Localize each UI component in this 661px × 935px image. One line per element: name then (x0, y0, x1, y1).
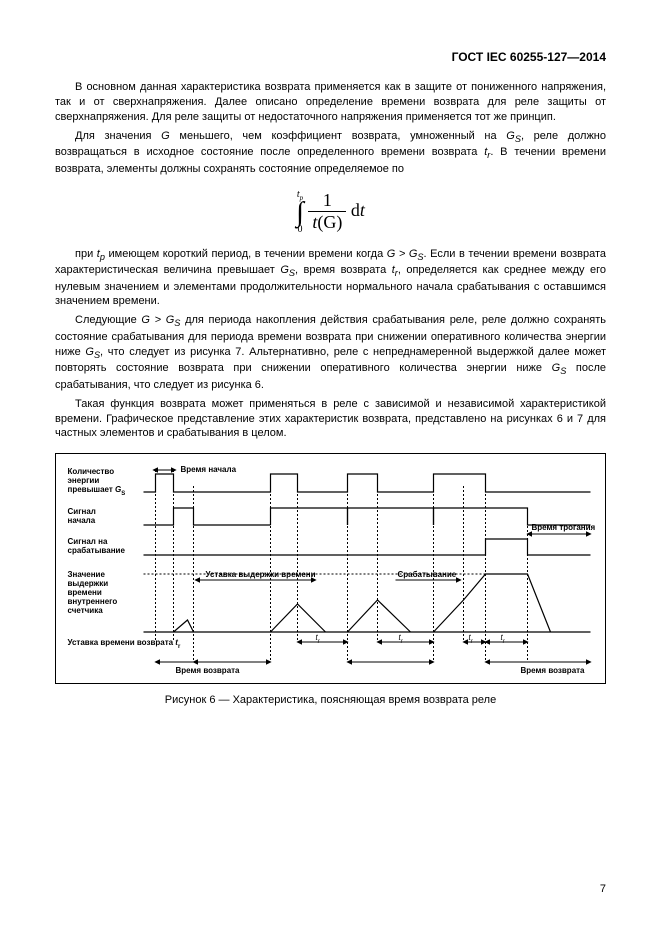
figure-6-box: Количество энергии превышает GS Сигнал н… (55, 453, 606, 684)
svg-text:Уставка времени возврата tr: Уставка времени возврата tr (68, 638, 181, 650)
svg-text:Количество: Количество (68, 467, 115, 476)
figure-6-caption: Рисунок 6 — Характеристика, поясняющая в… (55, 694, 606, 706)
sym-Gs3: GS (85, 346, 100, 358)
svg-text:Время возврата: Время возврата (176, 666, 241, 675)
paragraph-3: при tp имеющем короткий период, в течени… (55, 247, 606, 310)
p3-d: , время возврата (295, 264, 392, 276)
sym-G: G (161, 130, 170, 142)
doc-header: ГОСТ IEC 60255-127—2014 (55, 50, 606, 64)
svg-text:Срабатывание: Срабатывание (398, 570, 457, 579)
p3-a: при (75, 248, 97, 260)
p2-a: Для значения (75, 130, 161, 142)
svg-text:tr: tr (316, 633, 321, 645)
svg-text:Значение: Значение (68, 570, 106, 579)
svg-text:выдержки: выдержки (68, 579, 109, 588)
svg-text:внутреннего: внутреннего (68, 597, 118, 606)
svg-text:Уставка выдержки времени: Уставка выдержки времени (206, 570, 316, 579)
paragraph-4: Следующие G > GS для периода накопления … (55, 313, 606, 392)
svg-text:Время трогания: Время трогания (532, 523, 596, 532)
svg-text:превышает GS: превышает GS (68, 485, 126, 497)
paragraph-1: В основном данная характеристика возврат… (55, 80, 606, 125)
svg-text:счетчика: счетчика (68, 606, 104, 615)
svg-text:tr: tr (469, 633, 474, 645)
p4-c: , что следует из рисунка 7. Альтернативн… (55, 346, 606, 375)
figure-6-diagram: Количество энергии превышает GS Сигнал н… (64, 462, 597, 677)
svg-text:Время начала: Время начала (181, 465, 237, 474)
paragraph-5: Такая функция возврата может применяться… (55, 397, 606, 442)
formula-integral: tp ∫ 0 1 t(G) dt (55, 189, 606, 235)
sym-tp: tp (97, 248, 105, 260)
svg-text:времени: времени (68, 588, 102, 597)
sym-GgtGs: G > GS (387, 248, 424, 260)
svg-text:срабатывание: срабатывание (68, 546, 126, 555)
svg-text:Время возврата: Время возврата (521, 666, 586, 675)
svg-text:Сигнал: Сигнал (68, 507, 96, 516)
svg-text:начала: начала (68, 516, 96, 525)
sym-Gs4: GS (552, 362, 567, 374)
p4-a: Следующие (75, 314, 141, 326)
paragraph-2: Для значения G меньшего, чем коэффициент… (55, 129, 606, 177)
sym-Gs2: GS (280, 264, 295, 276)
svg-text:энергии: энергии (68, 476, 100, 485)
svg-text:tr: tr (501, 633, 506, 645)
svg-text:Сигнал на: Сигнал на (68, 537, 108, 546)
sym-GgtGs2: G > GS (141, 314, 180, 326)
p3-b: имеющем короткий период, в течении време… (105, 248, 387, 260)
sym-Gs: GS (506, 130, 521, 142)
p2-b: меньшего, чем коэффициент возврата, умно… (170, 130, 507, 142)
page-number: 7 (600, 883, 606, 895)
svg-text:tr: tr (399, 633, 404, 645)
